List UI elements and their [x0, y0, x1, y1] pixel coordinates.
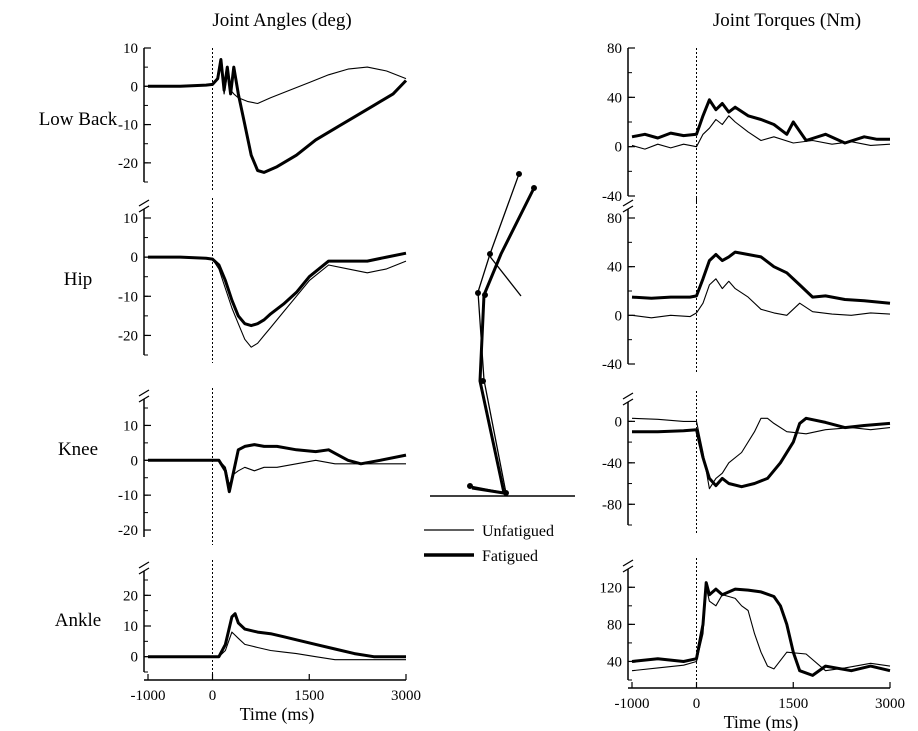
y-tick-label: -40	[602, 189, 622, 205]
x-tick-label: 1500	[294, 688, 324, 704]
row-label: Ankle	[55, 610, 101, 631]
panel-3: 10 0 -10 -20 Knee	[58, 388, 407, 545]
y-tick-label: 0	[131, 453, 139, 469]
y-tick-label: -80	[602, 497, 622, 513]
y-tick-label: 0	[615, 308, 623, 324]
legend: Unfatigued Fatigued	[424, 523, 554, 565]
y-tick-label: 0	[615, 140, 623, 156]
panel-4: 20 10 0 -1000 0 1500 3000 Time (ms) Ankle	[55, 560, 421, 725]
row-label: Low Back	[39, 109, 118, 130]
x-tick-label: 1500	[778, 696, 808, 712]
y-tick-label: 0	[131, 79, 139, 95]
x-axis-label: Time (ms)	[240, 704, 315, 725]
y-tick-label: -20	[118, 156, 138, 172]
row-label: Knee	[58, 439, 98, 460]
joint-marker	[482, 292, 488, 298]
y-tick-label: 0	[615, 414, 623, 430]
y-tick-label: -10	[118, 488, 138, 504]
panel-2: 10 0 -10 -20 Hip	[64, 198, 407, 363]
y-tick-label: 10	[123, 418, 138, 434]
series-line-unfatigued	[631, 278, 891, 319]
joint-marker	[487, 251, 493, 257]
y-tick-label: 20	[123, 588, 138, 604]
joint-marker	[516, 171, 522, 177]
series-line-fatigued	[631, 250, 891, 305]
y-tick-label: 10	[123, 41, 138, 57]
series-line-unfatigued	[148, 256, 407, 348]
panel-5: 80 40 0 -40 Joint Torques (Nm)	[602, 10, 891, 205]
panel-1: 10 0 -10 -20 Joint Angles (deg) Low Back	[39, 10, 408, 190]
joint-marker	[467, 483, 473, 489]
y-tick-label: 10	[123, 619, 138, 635]
panel-7: 0 -40 -80	[602, 391, 891, 533]
y-tick-label: -40	[602, 357, 622, 373]
panel-title: Joint Torques (Nm)	[713, 10, 861, 31]
series-line-unfatigued	[631, 115, 891, 150]
legend-unfatigued-label: Unfatigued	[482, 523, 554, 540]
series-line-fatigued	[148, 58, 408, 174]
series-line-fatigued	[631, 98, 890, 145]
y-tick-label: 10	[123, 211, 138, 227]
series-line-fatigued	[632, 416, 891, 489]
y-tick-label: 80	[607, 211, 622, 227]
legend-fatigued-label: Fatigued	[482, 548, 538, 565]
joint-marker	[503, 490, 509, 496]
y-tick-label: 0	[131, 650, 139, 666]
x-tick-label: 3000	[875, 696, 905, 712]
panel-title: Joint Angles (deg)	[212, 10, 351, 31]
y-tick-label: 80	[607, 617, 622, 633]
x-tick-label: -1000	[615, 696, 650, 712]
x-axis-label: Time (ms)	[724, 712, 799, 731]
y-tick-label: -10	[118, 289, 138, 305]
x-tick-label: 3000	[391, 688, 421, 704]
series-line-fatigued	[148, 251, 407, 328]
series-line-fatigued	[631, 581, 891, 677]
stick-figure	[430, 171, 575, 497]
series-line-fatigued	[148, 443, 407, 494]
panel-6: 80 40 0 -40	[602, 198, 891, 373]
x-tick-label: 0	[209, 688, 217, 704]
y-tick-label: 80	[607, 41, 622, 57]
y-tick-label: -40	[602, 456, 622, 472]
series-line-unfatigued	[631, 586, 891, 672]
unfatigued-arm	[487, 253, 522, 297]
series-line-unfatigued	[631, 417, 891, 490]
joint-marker	[480, 378, 486, 384]
y-tick-label: 40	[607, 90, 622, 106]
y-tick-label: 0	[131, 250, 139, 266]
joint-marker	[531, 185, 537, 191]
x-tick-label: -1000	[131, 688, 166, 704]
y-tick-label: 120	[600, 580, 623, 596]
row-label: Hip	[64, 269, 93, 290]
y-tick-label: 40	[607, 260, 622, 276]
fatigued-stick	[471, 187, 536, 495]
y-tick-label: 40	[607, 654, 622, 670]
x-tick-label: 0	[693, 696, 701, 712]
y-tick-label: -20	[118, 328, 138, 344]
y-tick-label: -20	[118, 523, 138, 539]
series-line-fatigued	[148, 612, 406, 659]
panel-8: 120 80 40 -1000 0 1500 3000 Time (ms)	[600, 558, 905, 731]
joint-marker	[475, 290, 481, 296]
y-tick-label: -10	[118, 118, 138, 134]
series-line-unfatigued	[148, 62, 407, 105]
